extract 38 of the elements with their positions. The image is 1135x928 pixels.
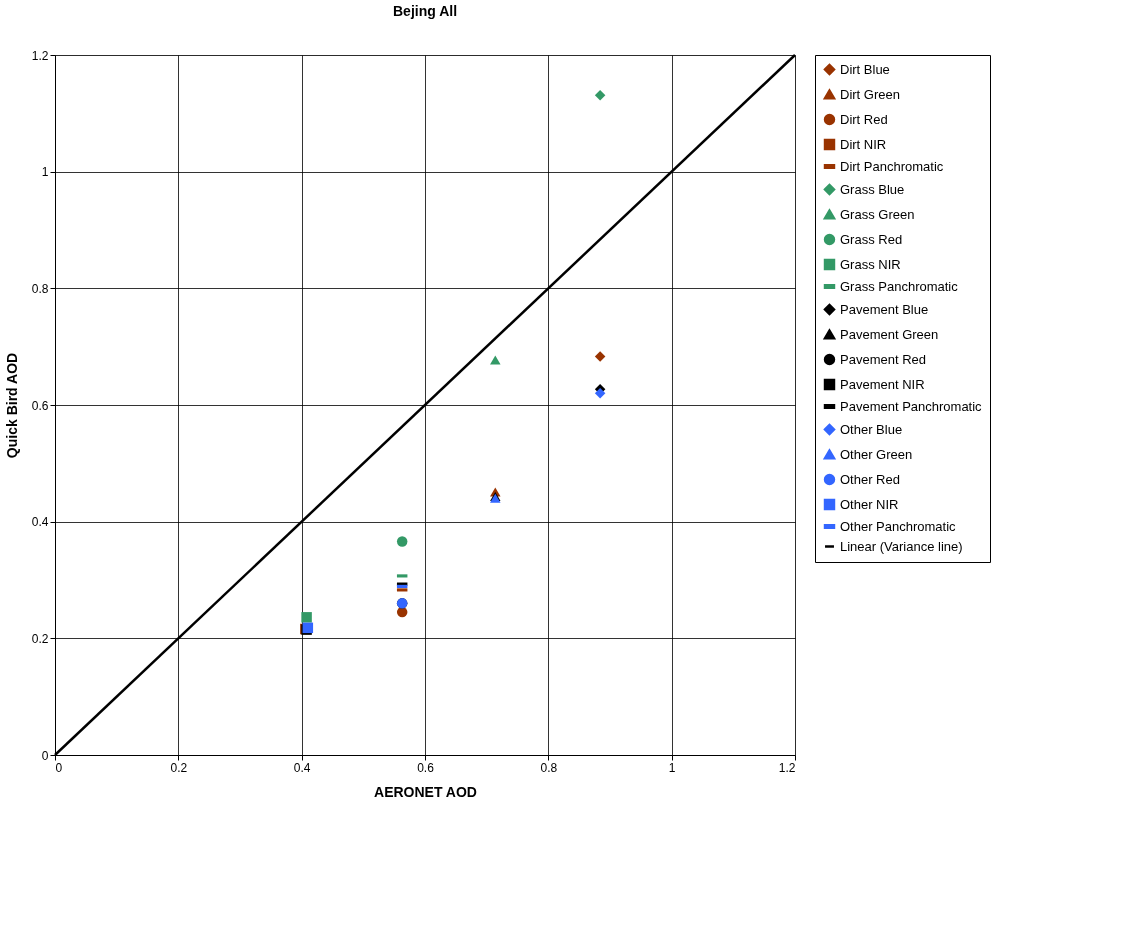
legend-label: Other Panchromatic <box>840 518 957 534</box>
legend-label: Dirt Red <box>840 111 888 127</box>
legend-label: Other Green <box>840 446 913 462</box>
legend-label: Linear (Variance line) <box>840 538 963 554</box>
chart-title: Bejing All <box>392 3 458 19</box>
legend-label: Pavement Blue <box>840 301 929 317</box>
y-tick-label: 0.4 <box>31 515 49 530</box>
y-tick-label: 0 <box>41 748 49 763</box>
legend-label: Dirt Panchromatic <box>840 158 944 174</box>
legend-label: Pavement Panchromatic <box>840 398 983 414</box>
legend-label: Grass Panchromatic <box>840 278 959 294</box>
legend-label: Dirt NIR <box>840 136 887 152</box>
legend-label: Grass Green <box>840 206 915 222</box>
legend-label: Other Blue <box>840 421 903 437</box>
y-tick-label: 0.6 <box>31 398 49 413</box>
x-tick-label: 0.2 <box>170 760 188 775</box>
x-tick-label: 0.6 <box>417 760 435 775</box>
y-tick-label: 1.2 <box>31 48 49 63</box>
x-tick-label: 0 <box>55 760 63 775</box>
x-axis-title: AERONET AOD <box>374 783 477 800</box>
legend-label: Dirt Green <box>840 86 900 102</box>
y-tick-label: 0.2 <box>31 631 49 646</box>
x-tick-label: 0.4 <box>293 760 311 775</box>
legend-label: Grass NIR <box>840 256 901 272</box>
x-tick-label: 1 <box>668 760 676 775</box>
y-tick-label: 0.8 <box>31 281 49 296</box>
x-tick-label: 1.2 <box>778 760 796 775</box>
legend-label: Grass Blue <box>840 181 905 197</box>
legend-label: Other Red <box>840 471 900 487</box>
legend-label: Dirt Blue <box>840 61 890 77</box>
legend-label: Grass Red <box>840 231 903 247</box>
legend-label: Pavement Green <box>840 326 939 342</box>
legend-label: Pavement Red <box>840 351 926 367</box>
y-axis-title: Quick Bird AOD <box>3 352 20 459</box>
legend-label: Other NIR <box>840 496 899 512</box>
x-tick-label: 0.8 <box>540 760 558 775</box>
legend-label: Pavement NIR <box>840 376 925 392</box>
y-tick-label: 1 <box>41 165 49 180</box>
